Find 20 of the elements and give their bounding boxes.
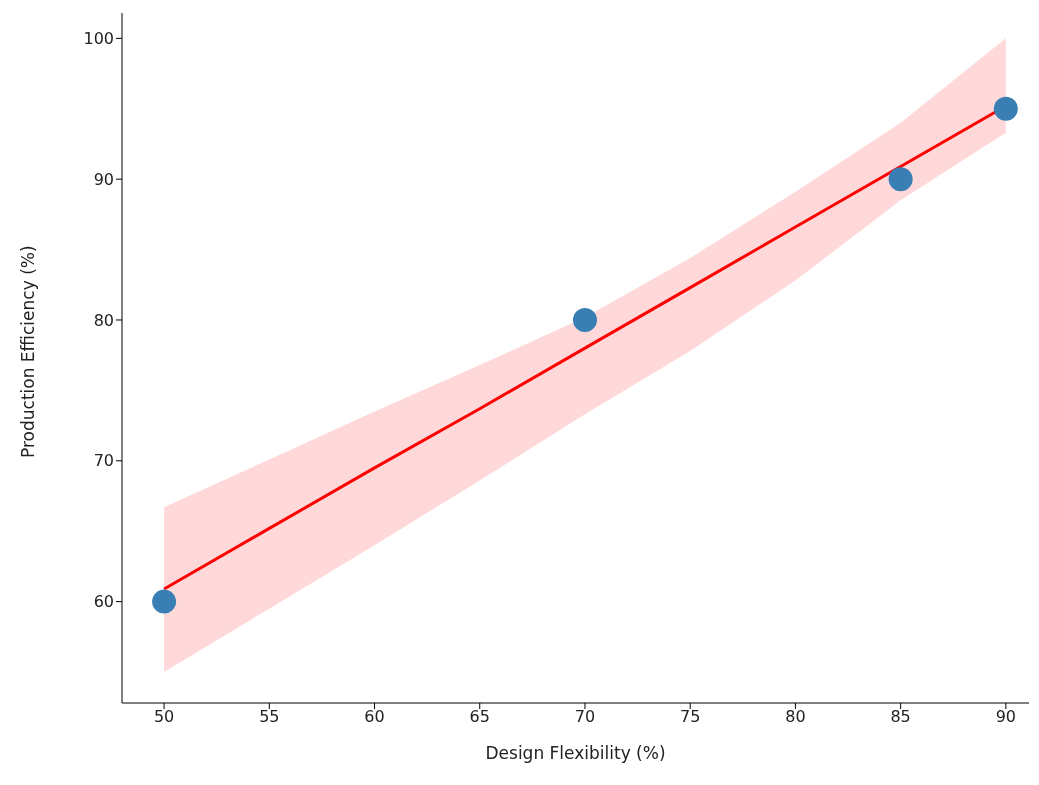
y-axis-title: Production Efficiency (%) [18, 245, 39, 458]
x-tick-label: 70 [574, 707, 596, 727]
point [888, 167, 913, 192]
x-tick-label: 85 [890, 707, 911, 727]
x-tick-label: 60 [364, 707, 385, 727]
y-tick-label: 90 [93, 169, 114, 189]
y-tick-label: 60 [93, 592, 114, 612]
x-tick-label: 55 [259, 707, 280, 727]
y-tick-label: 100 [83, 29, 114, 49]
point [993, 96, 1018, 121]
point [572, 307, 597, 332]
y-tick-label: 70 [93, 451, 114, 471]
x-axis-title: Design Flexibility (%) [485, 743, 666, 763]
x-tick-label: 80 [785, 707, 806, 727]
x-tick-label: 75 [680, 707, 701, 727]
x-tick-label: 65 [469, 707, 490, 727]
y-tick-label: 80 [93, 310, 114, 330]
x-tick-label: 50 [153, 707, 175, 727]
point [152, 589, 177, 614]
x-tick-label: 90 [995, 707, 1017, 727]
